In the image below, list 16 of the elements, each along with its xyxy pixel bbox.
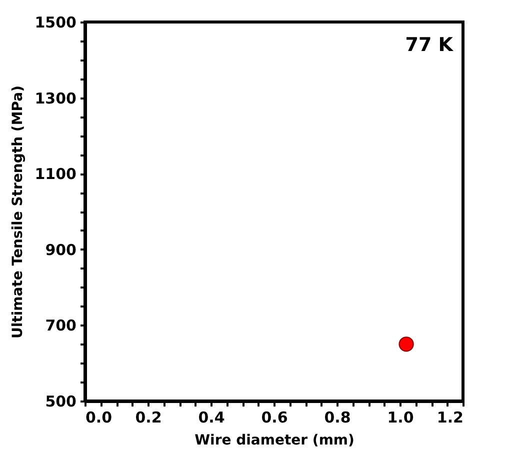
x-tick-label: 0.8: [324, 408, 351, 426]
x-tick-label: 1.0: [387, 408, 414, 426]
y-tick-label: 1300: [34, 89, 76, 108]
y-tick-label: 900: [45, 240, 76, 259]
x-tick-label: 0.6: [261, 408, 288, 426]
y-tick-label: 500: [45, 392, 76, 410]
y-tick-label: 1100: [34, 165, 76, 184]
y-tick-label: 1500: [34, 14, 76, 32]
y-axis-title: Ultimate Tensile Strength (MPa): [10, 86, 26, 338]
x-tick-label: 0.2: [135, 408, 162, 426]
x-tick-label: 0.0: [86, 408, 112, 426]
x-tick-label: 1.2: [436, 408, 464, 426]
annotation: 77 K: [405, 34, 454, 56]
y-tick-label: 700: [45, 316, 76, 335]
x-axis-title: Wire diameter (mm): [194, 432, 354, 448]
x-tick-label: 0.4: [198, 408, 225, 426]
